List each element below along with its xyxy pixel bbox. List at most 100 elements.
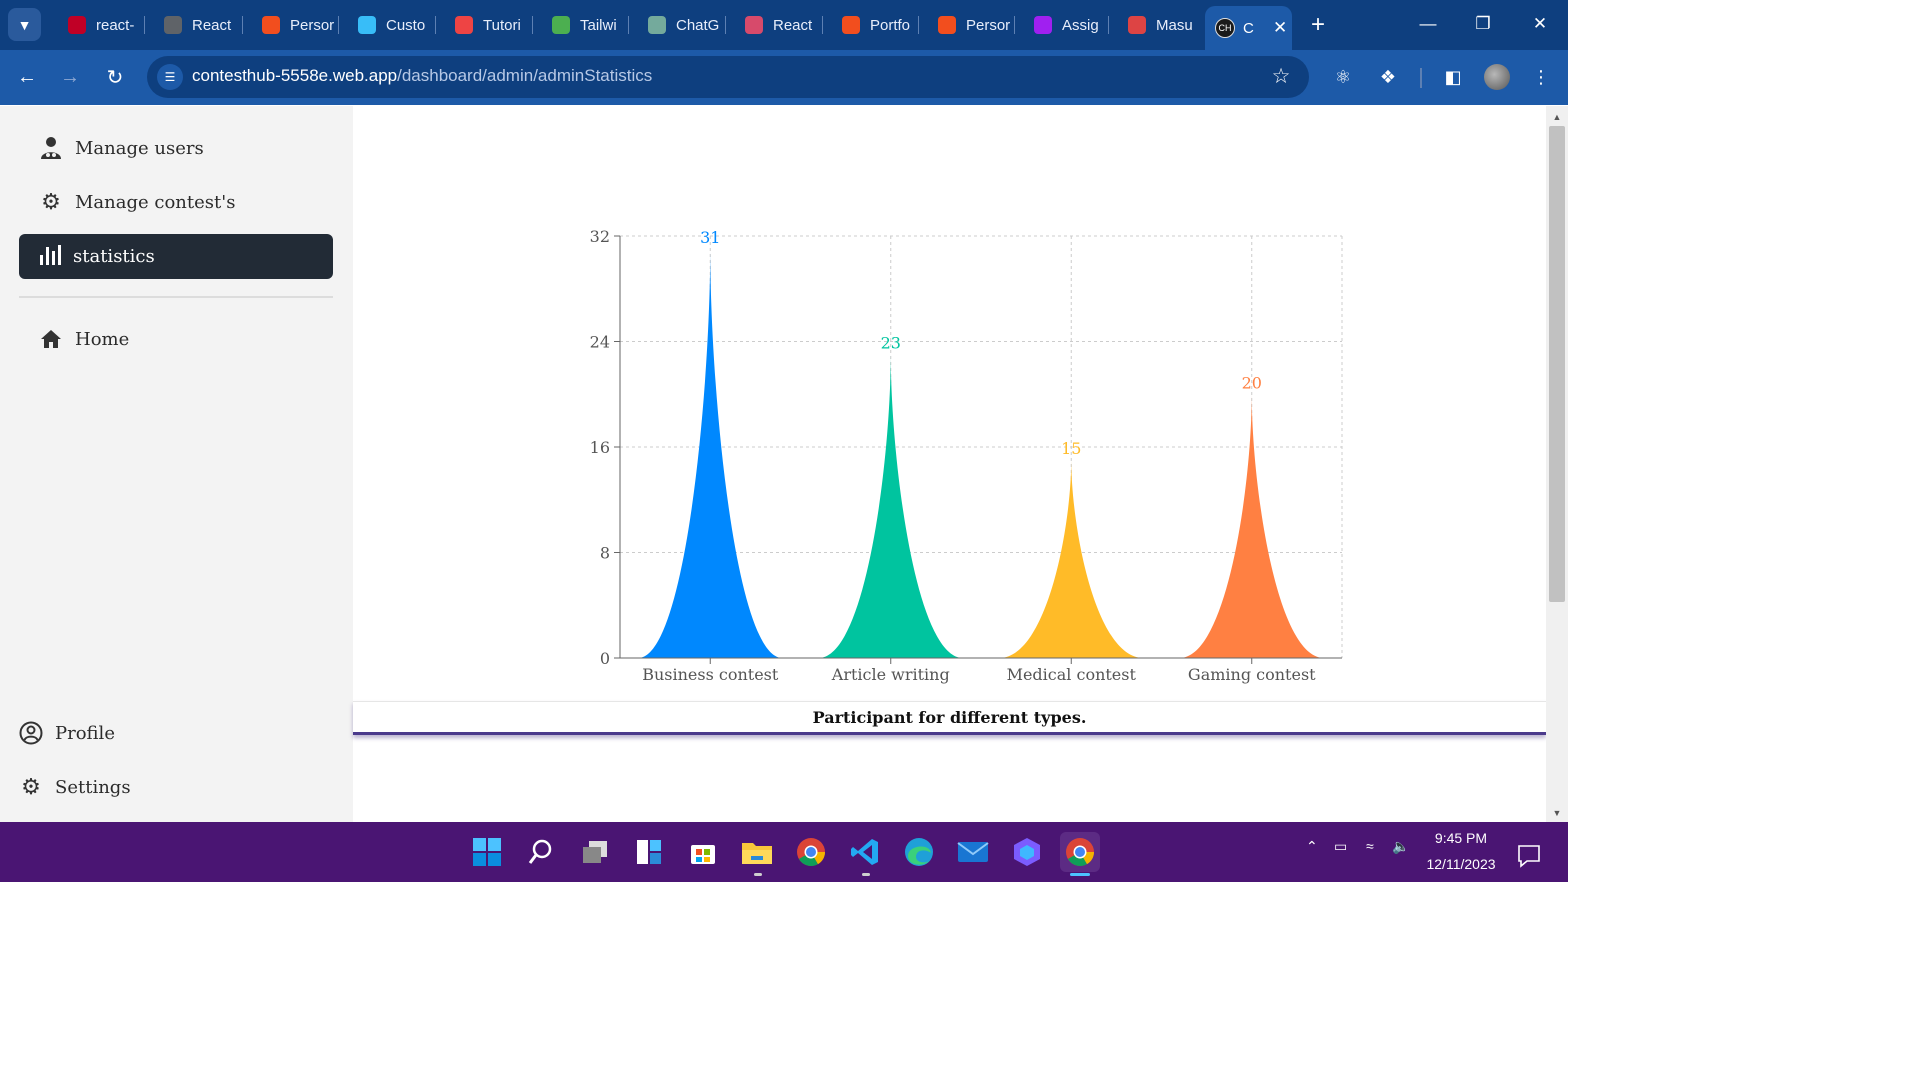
chart-caption: Participant for different types. <box>353 701 1546 735</box>
x-tick-label: Gaming contest <box>1188 665 1316 684</box>
scrollbar-thumb[interactable] <box>1549 126 1565 602</box>
scroll-down-arrow[interactable]: ▼ <box>1552 808 1562 818</box>
file-explorer-icon[interactable] <box>737 832 777 872</box>
tab-title: React <box>773 16 813 34</box>
reload-button[interactable]: ↻ <box>106 66 124 89</box>
data-label-3: 15 <box>1061 439 1081 458</box>
tab-separator <box>822 16 823 34</box>
menu-icon[interactable]: ⋮ <box>1532 66 1550 87</box>
globe-icon <box>164 16 182 34</box>
tab-8[interactable]: React <box>731 6 829 44</box>
task-view-icon[interactable] <box>575 832 615 872</box>
tab-title: React <box>192 16 232 34</box>
chrome-active-indicator <box>1070 873 1090 876</box>
tab-title: Custo <box>386 16 426 34</box>
react-devtools-icon[interactable]: ⚛ <box>1334 66 1352 87</box>
tab-title: Masu <box>1156 16 1193 34</box>
openai-icon <box>648 16 666 34</box>
copilot-icon[interactable] <box>1007 832 1047 872</box>
tab-title: ChatG <box>676 16 720 34</box>
clock-date[interactable]: 12/11/2023 <box>1426 856 1496 872</box>
tab-3[interactable]: Persor <box>248 6 346 44</box>
sidebar-item-label: Home <box>75 328 130 350</box>
tray-chevron-up-icon[interactable]: ⌃ <box>1306 838 1318 854</box>
notifications-icon[interactable] <box>1509 836 1549 876</box>
gear-icon: ⚙ <box>41 189 61 215</box>
x-tick-label: Article writing <box>831 665 950 684</box>
url-text[interactable]: contesthub-5558e.web.app/dashboard/admin… <box>192 66 652 86</box>
sidebar-item-label: Profile <box>55 722 115 744</box>
tab-separator <box>435 16 436 34</box>
close-icon[interactable]: ✕ <box>1273 18 1288 37</box>
profile-icon <box>19 721 43 745</box>
y-tick-label: 32 <box>590 227 610 246</box>
x-tick-label: Medical contest <box>1007 665 1137 684</box>
chrome-active-icon[interactable] <box>1060 832 1100 872</box>
search-icon[interactable] <box>521 832 561 872</box>
back-button[interactable]: ← <box>17 65 37 88</box>
y-tick-label: 16 <box>590 438 610 457</box>
tab-1[interactable]: react- <box>54 6 152 44</box>
chrome-icon[interactable] <box>791 832 831 872</box>
tab-5[interactable]: Tutori <box>441 6 539 44</box>
store-icon[interactable] <box>683 832 723 872</box>
profile-avatar[interactable] <box>1484 64 1510 90</box>
tab-title: Assig <box>1062 16 1099 34</box>
close-window-button[interactable]: ✕ <box>1532 14 1548 33</box>
y-tick-label: 0 <box>600 649 610 668</box>
sidebar <box>0 106 353 822</box>
contesthub-icon: CH <box>1215 18 1235 38</box>
tab-7[interactable]: ChatG <box>634 6 732 44</box>
vscode-icon[interactable] <box>845 832 885 872</box>
mail-icon[interactable] <box>953 832 993 872</box>
sidebar-item-manage-contests[interactable]: ⚙ Manage contest's <box>39 189 236 215</box>
browser-tab-strip <box>0 0 1568 50</box>
tab-2[interactable]: React <box>150 6 248 44</box>
sidebar-item-profile[interactable]: Profile <box>19 721 115 745</box>
new-tab-button[interactable]: + <box>1310 11 1325 38</box>
sidebar-item-settings[interactable]: ⚙ Settings <box>19 775 131 800</box>
sidebar-item-manage-users[interactable]: Manage users <box>39 136 204 160</box>
scroll-up-arrow[interactable]: ▲ <box>1552 112 1562 122</box>
url-path: /dashboard/admin/adminStatistics <box>397 66 653 85</box>
extensions-icon[interactable]: ❖ <box>1379 66 1397 87</box>
site-info-icon[interactable]: ☰ <box>157 64 183 90</box>
tab-separator <box>1014 16 1015 34</box>
file-explorer-running-dot <box>754 873 762 876</box>
bookmark-star-icon[interactable]: ☆ <box>1271 64 1291 88</box>
sidebar-item-home[interactable]: Home <box>39 327 129 351</box>
participant-chart: 31 23 15 20 0 8 16 24 32 Business contest Article … <box>590 227 1343 684</box>
chevron-down-icon[interactable]: ▼ <box>8 8 41 41</box>
sidebar-item-statistics[interactable]: statistics <box>19 234 333 279</box>
battery-icon[interactable]: ▭ <box>1334 838 1348 854</box>
side-panel-icon[interactable]: ◧ <box>1444 66 1462 87</box>
tab-separator <box>338 16 339 34</box>
tab-4[interactable]: Custo <box>344 6 442 44</box>
tab-12[interactable]: Masu <box>1114 6 1212 44</box>
tab-11[interactable]: Assig <box>1020 6 1118 44</box>
data-label-2: 23 <box>881 334 901 353</box>
tab-10[interactable]: Persor <box>924 6 1022 44</box>
minimize-button[interactable]: — <box>1419 14 1437 33</box>
address-bar[interactable] <box>147 56 1309 98</box>
home-icon <box>39 327 63 351</box>
tab-separator <box>628 16 629 34</box>
wifi-icon[interactable]: ≈ <box>1366 838 1374 854</box>
sidebar-item-label: Manage contest's <box>75 191 236 213</box>
forward-button[interactable]: → <box>60 65 80 88</box>
clock-time[interactable]: 9:45 PM <box>1434 830 1488 846</box>
play-icon <box>1034 16 1052 34</box>
x-tick-label: Business contest <box>642 665 779 684</box>
volume-icon[interactable]: 🔈 <box>1392 838 1410 854</box>
tailwind-icon <box>358 16 376 34</box>
restore-button[interactable]: ❐ <box>1475 14 1491 33</box>
tab-9[interactable]: Portfo <box>828 6 926 44</box>
data-label-1: 31 <box>700 228 720 247</box>
tab-active[interactable]: CH C ✕ <box>1205 6 1292 50</box>
edge-icon[interactable] <box>899 832 939 872</box>
widgets-icon[interactable] <box>629 832 669 872</box>
windows-start-icon[interactable] <box>467 832 507 872</box>
sidebar-item-label: Settings <box>55 776 131 798</box>
tab-6[interactable]: Tailwi <box>538 6 636 44</box>
user-icon <box>39 136 63 160</box>
